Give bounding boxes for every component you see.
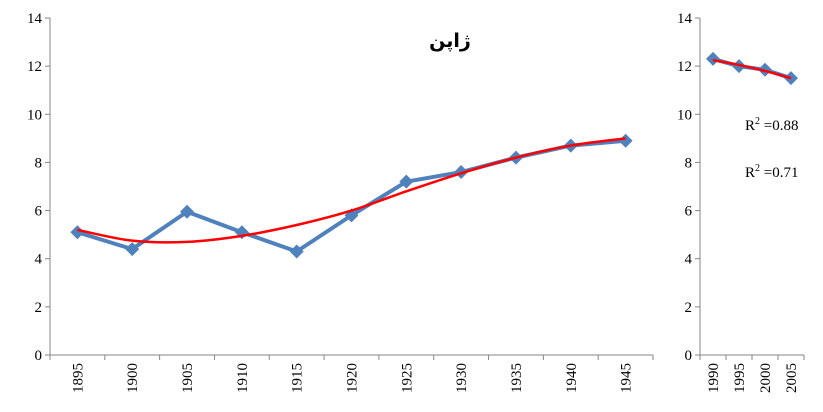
annotation-value: =0.88 [760, 118, 798, 134]
y-tick-label: 0 [35, 348, 43, 364]
marker [289, 244, 304, 259]
annotation-sup: 2 [755, 116, 760, 127]
x-tick-label: 2005 [784, 363, 800, 393]
marker [70, 225, 85, 240]
y-tick-label: 6 [685, 204, 693, 220]
series-line [76, 138, 626, 254]
x-tick-label: 1910 [235, 363, 251, 393]
annotation-base: R [745, 118, 755, 134]
marker [180, 204, 195, 219]
y-tick-label: 14 [677, 11, 693, 27]
y-tick-label: 6 [35, 204, 43, 220]
x-tick-label: 1920 [345, 363, 361, 393]
x-tick-label: 1915 [290, 363, 306, 393]
x-tick-label: 1930 [454, 363, 470, 393]
x-tick-label: 1945 [619, 363, 635, 393]
x-tick-label: 1895 [70, 363, 86, 393]
y-tick-label: 8 [35, 155, 43, 171]
annotation-base: R [745, 165, 755, 181]
annotation-value: =0.71 [760, 165, 798, 181]
x-tick-label: 1990 [706, 363, 722, 393]
annotation: R2 =0.88 [745, 116, 798, 134]
trend-line [77, 137, 626, 244]
y-tick-label: 2 [685, 300, 693, 316]
y-tick-label: 8 [685, 155, 693, 171]
y-tick-label: 0 [685, 348, 693, 364]
x-tick-label: 1900 [125, 363, 141, 393]
x-tick-label: 1935 [509, 363, 525, 393]
x-tick-label: 1905 [180, 363, 196, 393]
y-tick-label: 4 [685, 252, 693, 268]
x-tick-label: 2000 [758, 363, 774, 393]
trend-line [712, 58, 792, 80]
annotation: R2 =0.71 [745, 163, 798, 181]
y-tick-label: 12 [27, 59, 42, 75]
chart-title: ژاپن [429, 30, 471, 52]
x-tick-label: 1925 [399, 363, 415, 393]
marker [399, 174, 414, 189]
marker [618, 133, 633, 148]
y-tick-label: 10 [27, 107, 42, 123]
marker [125, 242, 140, 257]
y-tick-label: 2 [35, 300, 43, 316]
y-tick-label: 10 [677, 107, 692, 123]
x-tick-label: 1940 [564, 363, 580, 393]
y-tick-label: 14 [27, 11, 43, 27]
x-tick-label: 1995 [732, 363, 748, 393]
annotation-sup: 2 [755, 163, 760, 174]
y-tick-label: 4 [35, 252, 43, 268]
y-tick-label: 12 [677, 59, 692, 75]
marker [706, 51, 720, 66]
